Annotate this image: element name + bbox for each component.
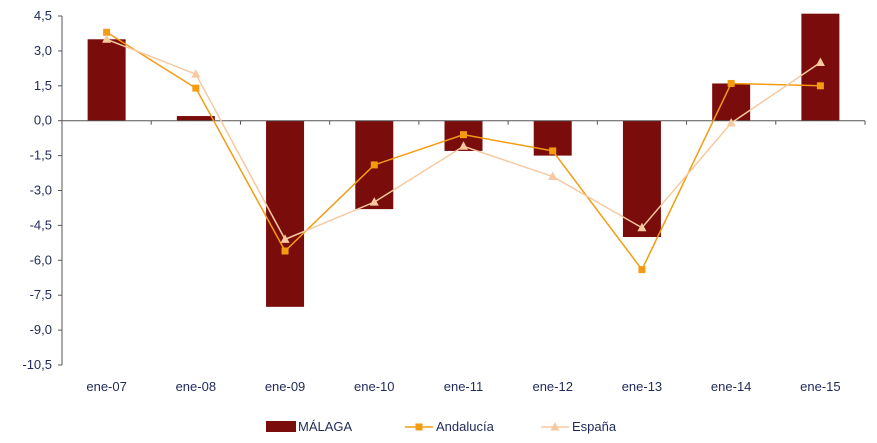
marker-square [460,131,467,139]
marker-triangle [102,34,112,43]
x-tick-label: ene-09 [265,379,305,394]
y-tick-label: -10,5 [22,357,52,372]
lines-layer [102,28,825,274]
marker-square [638,266,646,274]
y-tick-label: 0,0 [34,113,52,128]
y-tick-label: 3,0 [34,43,52,58]
y-tick-label: -3,0 [30,183,52,198]
marker-square [281,247,289,255]
bar-malaga [176,116,215,121]
y-tick-label: -1,5 [30,148,52,163]
marker-square [192,84,200,92]
x-tick-label: ene-08 [176,379,216,394]
marker-triangle [191,69,201,78]
marker-square [370,161,378,169]
bar-malaga [622,120,661,238]
marker-square [727,79,735,87]
x-tick-label: ene-10 [354,379,394,394]
bar-malaga [87,39,126,121]
x-tick-label: ene-07 [86,379,126,394]
y-tick-label: -4,5 [30,217,52,232]
bar-malaga [801,13,840,121]
y-tick-label: 1,5 [34,78,52,93]
marker-square [549,147,557,155]
marker-triangle [459,141,468,150]
marker-triangle [726,118,736,127]
marker-triangle [815,57,825,67]
marker-triangle [369,197,379,206]
marker-square [415,423,423,431]
marker-square [103,28,111,36]
x-tick-label: ene-11 [444,379,484,394]
y-tick-label: -9,0 [30,322,52,337]
marker-triangle [548,171,558,181]
x-tick-label: ene-15 [800,379,840,394]
x-tick-label: ene-13 [622,379,662,394]
bars-layer [87,13,840,307]
bar-malaga [712,83,751,121]
bar-malaga [266,120,305,307]
marker-triangle [550,422,560,431]
marker-triangle [280,234,290,243]
marker-triangle [637,222,647,232]
y-tick-label: -7,5 [30,287,52,302]
legend-label-andalucia: Andalucía [436,419,495,434]
x-tick-label: ene-12 [532,379,572,394]
x-tick-label: ene-14 [711,379,751,394]
legend-swatch-malaga [266,421,296,432]
y-tick-label: -6,0 [30,252,52,267]
marker-square [816,82,824,90]
y-tick-label: 4,5 [34,8,52,23]
legend-label-malaga: MÁLAGA [298,419,353,434]
legend: MÁLAGA Andalucía España [266,419,617,434]
legend-label-espana: España [572,419,617,434]
axes-layer: 4,5 3,0 1,5 0,0 -1,5 -3,0 -4,5 -6,0 -7,5 -9,0 -10,… [22,8,866,394]
